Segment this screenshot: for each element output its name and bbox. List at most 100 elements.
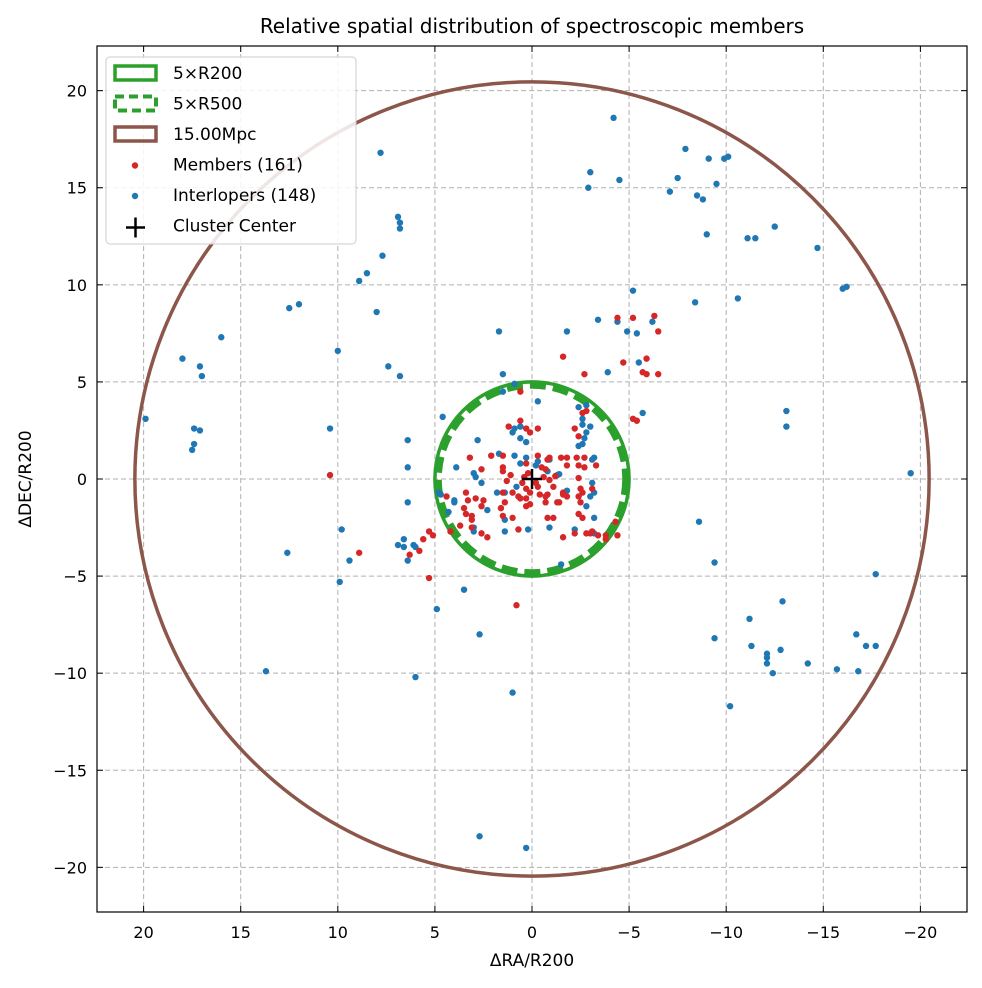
interlopers-point — [517, 435, 524, 442]
interlopers-point — [587, 169, 594, 176]
members-point — [429, 532, 437, 539]
interlopers-point — [363, 269, 371, 277]
y-tick-label: 20 — [67, 82, 87, 101]
interlopers-point — [583, 402, 590, 409]
x-tick-label: 20 — [133, 923, 153, 942]
members-point — [522, 460, 530, 467]
legend-swatch — [113, 94, 158, 113]
interlopers-point — [713, 180, 720, 188]
members-point — [509, 489, 516, 496]
members-point — [503, 477, 510, 485]
members-point — [462, 510, 470, 518]
interlopers-point — [522, 844, 530, 852]
members-point — [614, 532, 621, 539]
interlopers-point — [394, 541, 402, 549]
members-point — [443, 493, 450, 500]
interlopers-point — [262, 668, 270, 675]
members-point — [505, 423, 512, 430]
interlopers-point — [476, 833, 483, 840]
interlopers-point — [377, 149, 384, 156]
interlopers-point — [453, 464, 460, 471]
members-point — [579, 489, 586, 496]
interlopers-point — [400, 535, 408, 543]
members-point — [480, 497, 487, 504]
y-tick-label: −15 — [53, 761, 87, 780]
interlopers-point — [563, 328, 571, 335]
members-point — [519, 479, 526, 487]
members-point — [497, 504, 505, 512]
interlopers-point — [833, 666, 841, 673]
interlopers-point — [451, 499, 458, 506]
interlopers-point — [579, 415, 586, 423]
members-point — [643, 370, 650, 378]
y-tick-label: 5 — [77, 373, 87, 392]
members-point — [550, 514, 557, 522]
interlopers-point — [633, 330, 641, 337]
members-point — [478, 530, 485, 537]
interlopers-point — [355, 277, 363, 285]
interlopers-point — [511, 452, 518, 459]
interlopers-point — [629, 287, 637, 294]
interlopers-point — [499, 370, 507, 378]
members-point — [563, 462, 571, 469]
members-point — [515, 526, 522, 533]
chart-title: Relative spatial distribution of spectro… — [260, 14, 804, 38]
interlopers-point — [513, 483, 520, 490]
x-tick-label: −20 — [904, 923, 938, 942]
interlopers-point — [196, 363, 204, 370]
interlopers-point — [587, 423, 594, 430]
members-point — [589, 528, 596, 535]
interlopers-point — [522, 454, 530, 461]
interlopers-point — [524, 526, 532, 533]
members-point — [538, 464, 545, 471]
interlopers-point — [711, 559, 718, 566]
interlopers-point — [517, 423, 524, 430]
legend-marker — [131, 192, 139, 200]
members-point — [499, 468, 507, 475]
interlopers-point — [583, 429, 590, 436]
data-points — [142, 114, 914, 852]
members-point — [581, 464, 588, 471]
members-point — [577, 499, 584, 506]
interlopers-point — [142, 415, 149, 423]
interlopers-point — [705, 155, 712, 162]
members-point — [559, 534, 567, 541]
interlopers-point — [495, 328, 503, 335]
interlopers-point — [511, 425, 518, 432]
interlopers-point — [478, 479, 485, 487]
interlopers-point — [724, 153, 732, 160]
interlopers-point — [575, 403, 582, 411]
legend-swatch — [113, 125, 158, 143]
interlopers-point — [777, 646, 784, 654]
members-point — [559, 489, 567, 496]
legend-label: 15.00Mpc — [173, 125, 256, 145]
members-point — [464, 497, 472, 504]
interlopers-point — [589, 456, 596, 463]
members-point — [499, 452, 507, 459]
members-point — [589, 485, 596, 492]
members-point — [517, 388, 524, 395]
members-point — [515, 493, 522, 500]
interlopers-point — [872, 642, 879, 650]
interlopers-point — [336, 578, 343, 586]
y-tick-label: −10 — [53, 664, 87, 683]
interlopers-point — [763, 654, 771, 661]
members-point — [546, 476, 553, 484]
members-point — [575, 462, 582, 469]
radius-circle-1500mpc — [133, 80, 931, 878]
interlopers-point — [484, 506, 491, 514]
members-point — [484, 534, 491, 541]
interlopers-point — [703, 231, 710, 238]
interlopers-point — [666, 188, 674, 195]
interlopers-point — [400, 543, 408, 551]
interlopers-point — [639, 409, 646, 417]
interlopers-point — [682, 145, 689, 153]
members-point — [522, 425, 530, 432]
members-point — [655, 328, 662, 335]
legend-label: 5×R500 — [173, 95, 242, 115]
x-tick-label: 15 — [231, 923, 251, 942]
members-point — [406, 551, 413, 558]
x-tick-label: −5 — [617, 923, 641, 942]
interlopers-point — [587, 493, 594, 500]
